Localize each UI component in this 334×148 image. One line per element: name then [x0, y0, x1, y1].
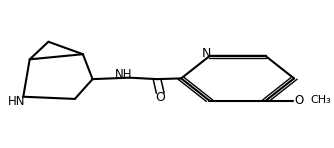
Text: NH: NH — [115, 68, 133, 81]
Text: O: O — [294, 94, 304, 107]
Text: HN: HN — [8, 95, 26, 108]
Text: O: O — [155, 91, 165, 104]
Text: N: N — [202, 47, 211, 60]
Text: CH₃: CH₃ — [310, 95, 331, 105]
